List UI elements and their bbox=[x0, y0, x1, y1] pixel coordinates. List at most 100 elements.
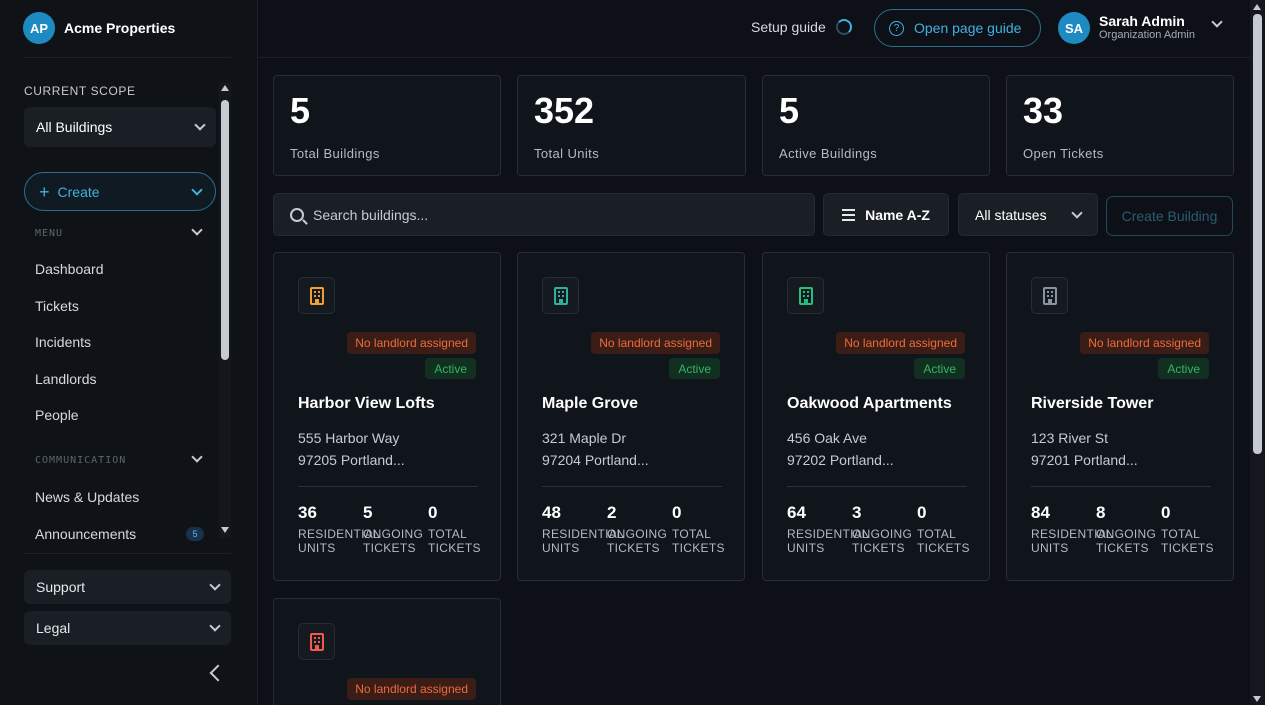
building-address-line1: 123 River St bbox=[1031, 430, 1109, 446]
communication-collapse-chevron-icon[interactable] bbox=[191, 451, 203, 463]
total-tickets-stat: 0 TOTAL TICKETS bbox=[672, 503, 725, 555]
building-card[interactable]: No landlord assigned Active Harbor View … bbox=[273, 252, 501, 581]
stat-value: 5 bbox=[779, 90, 800, 131]
brand-avatar: AP bbox=[23, 12, 55, 44]
scroll-down-icon[interactable] bbox=[221, 527, 229, 533]
stat-value: 352 bbox=[534, 90, 595, 131]
sidebar-item-tickets[interactable]: Tickets bbox=[35, 298, 79, 314]
support-dropdown[interactable]: Support bbox=[24, 570, 231, 604]
status-badge: Active bbox=[425, 358, 476, 379]
scroll-up-icon[interactable] bbox=[1253, 4, 1261, 10]
open-page-guide-button[interactable]: ? Open page guide bbox=[874, 9, 1041, 47]
scroll-up-icon[interactable] bbox=[221, 85, 229, 91]
stat-card-open-tickets: 33 Open Tickets bbox=[1006, 75, 1234, 176]
setup-guide-button[interactable]: Setup guide bbox=[751, 19, 852, 35]
building-icon bbox=[298, 623, 335, 660]
landlord-status-badge: No landlord assigned bbox=[347, 678, 476, 700]
page-scroll-thumb[interactable] bbox=[1253, 14, 1262, 454]
building-card[interactable]: No landlord assigned bbox=[273, 598, 501, 705]
sidebar-scroll-thumb[interactable] bbox=[221, 100, 229, 360]
legal-label: Legal bbox=[36, 620, 71, 636]
stat-card-total-buildings: 5 Total Buildings bbox=[273, 75, 501, 176]
residential-units-stat: 48 RESIDENTIAL UNITS bbox=[542, 503, 624, 555]
sidebar: AP Acme Properties CURRENT SCOPE All Bui… bbox=[0, 0, 258, 705]
building-icon bbox=[1031, 277, 1068, 314]
status-filter-label: All statuses bbox=[975, 206, 1047, 223]
divider bbox=[298, 486, 478, 487]
stat-value: 33 bbox=[1023, 90, 1064, 131]
chevron-down-icon bbox=[209, 620, 221, 632]
residential-units-stat: 84 RESIDENTIAL UNITS bbox=[1031, 503, 1113, 555]
brand-name: Acme Properties bbox=[64, 20, 176, 36]
building-icon bbox=[298, 277, 335, 314]
chevron-down-icon bbox=[1071, 206, 1083, 219]
building-address-line1: 555 Harbor Way bbox=[298, 430, 400, 446]
divider bbox=[23, 553, 231, 554]
chevron-down-icon bbox=[191, 183, 203, 196]
stat-card-active-buildings: 5 Active Buildings bbox=[762, 75, 990, 176]
building-address-line2: 97201 Portland... bbox=[1031, 452, 1138, 468]
building-name: Oakwood Apartments bbox=[787, 395, 952, 412]
building-card[interactable]: No landlord assigned Active Riverside To… bbox=[1006, 252, 1234, 581]
legal-dropdown[interactable]: Legal bbox=[24, 611, 231, 645]
building-address-line2: 97204 Portland... bbox=[542, 452, 649, 468]
status-badge: Active bbox=[669, 358, 720, 379]
ongoing-tickets-stat: 3 ONGOING TICKETS bbox=[852, 503, 913, 555]
chevron-down-icon bbox=[209, 579, 221, 591]
building-address-line1: 321 Maple Dr bbox=[542, 430, 627, 446]
create-button[interactable]: + Create bbox=[24, 172, 216, 211]
divider bbox=[787, 486, 967, 487]
residential-units-stat: 64 RESIDENTIAL UNITS bbox=[787, 503, 869, 555]
support-label: Support bbox=[36, 579, 86, 595]
landlord-status-badge: No landlord assigned bbox=[347, 332, 476, 354]
announcements-count-badge: 5 bbox=[186, 527, 204, 541]
scroll-down-icon[interactable] bbox=[1253, 696, 1261, 702]
sidebar-item-incidents[interactable]: Incidents bbox=[35, 334, 92, 350]
building-card[interactable]: No landlord assigned Active Maple Grove … bbox=[517, 252, 745, 581]
divider bbox=[23, 57, 231, 58]
landlord-status-badge: No landlord assigned bbox=[836, 332, 965, 354]
user-menu[interactable]: SA Sarah Admin Organization Admin bbox=[1058, 12, 1195, 44]
sidebar-item-news[interactable]: News & Updates bbox=[35, 489, 140, 505]
search-input[interactable] bbox=[313, 206, 773, 223]
stat-card-total-units: 352 Total Units bbox=[517, 75, 746, 176]
sidebar-item-dashboard[interactable]: Dashboard bbox=[35, 261, 104, 277]
building-address-line1: 456 Oak Ave bbox=[787, 430, 867, 446]
stat-label: Open Tickets bbox=[1023, 146, 1104, 161]
stat-label: Total Units bbox=[534, 146, 600, 161]
setup-guide-label: Setup guide bbox=[751, 19, 826, 35]
building-name: Harbor View Lofts bbox=[298, 395, 435, 412]
building-address-line2: 97202 Portland... bbox=[787, 452, 894, 468]
landlord-status-badge: No landlord assigned bbox=[1080, 332, 1209, 354]
create-building-button[interactable]: Create Building bbox=[1106, 196, 1233, 236]
list-sort-icon bbox=[842, 208, 856, 221]
residential-units-stat: 36 RESIDENTIAL UNITS bbox=[298, 503, 380, 555]
status-badge: Active bbox=[1158, 358, 1209, 379]
brand[interactable]: AP Acme Properties bbox=[23, 12, 175, 44]
building-name: Riverside Tower bbox=[1031, 395, 1154, 412]
scope-value: All Buildings bbox=[36, 119, 113, 135]
building-address-line2: 97205 Portland... bbox=[298, 452, 405, 468]
sidebar-item-landlords[interactable]: Landlords bbox=[35, 371, 97, 387]
sidebar-item-announcements[interactable]: Announcements bbox=[35, 526, 137, 539]
user-name: Sarah Admin bbox=[1099, 13, 1185, 29]
search-box[interactable] bbox=[273, 193, 815, 236]
ongoing-tickets-stat: 5 ONGOING TICKETS bbox=[363, 503, 424, 555]
collapse-sidebar-chevron-left-icon[interactable] bbox=[209, 664, 227, 682]
status-filter-select[interactable]: All statuses bbox=[958, 193, 1098, 236]
building-card[interactable]: No landlord assigned Active Oakwood Apar… bbox=[762, 252, 990, 581]
menu-collapse-chevron-icon[interactable] bbox=[191, 224, 203, 236]
divider bbox=[1031, 486, 1211, 487]
sort-button[interactable]: Name A-Z bbox=[823, 193, 949, 236]
page-guide-label: Open page guide bbox=[914, 20, 1022, 36]
user-avatar: SA bbox=[1058, 12, 1090, 44]
scope-select[interactable]: All Buildings bbox=[24, 107, 216, 147]
sidebar-item-people[interactable]: People bbox=[35, 407, 79, 423]
building-icon bbox=[542, 277, 579, 314]
total-tickets-stat: 0 TOTAL TICKETS bbox=[428, 503, 481, 555]
menu-section-label: MENU bbox=[35, 228, 64, 239]
plus-icon: + bbox=[39, 181, 50, 202]
create-label: Create bbox=[57, 183, 100, 200]
stat-label: Active Buildings bbox=[779, 146, 878, 161]
user-role: Organization Admin bbox=[1099, 29, 1195, 41]
